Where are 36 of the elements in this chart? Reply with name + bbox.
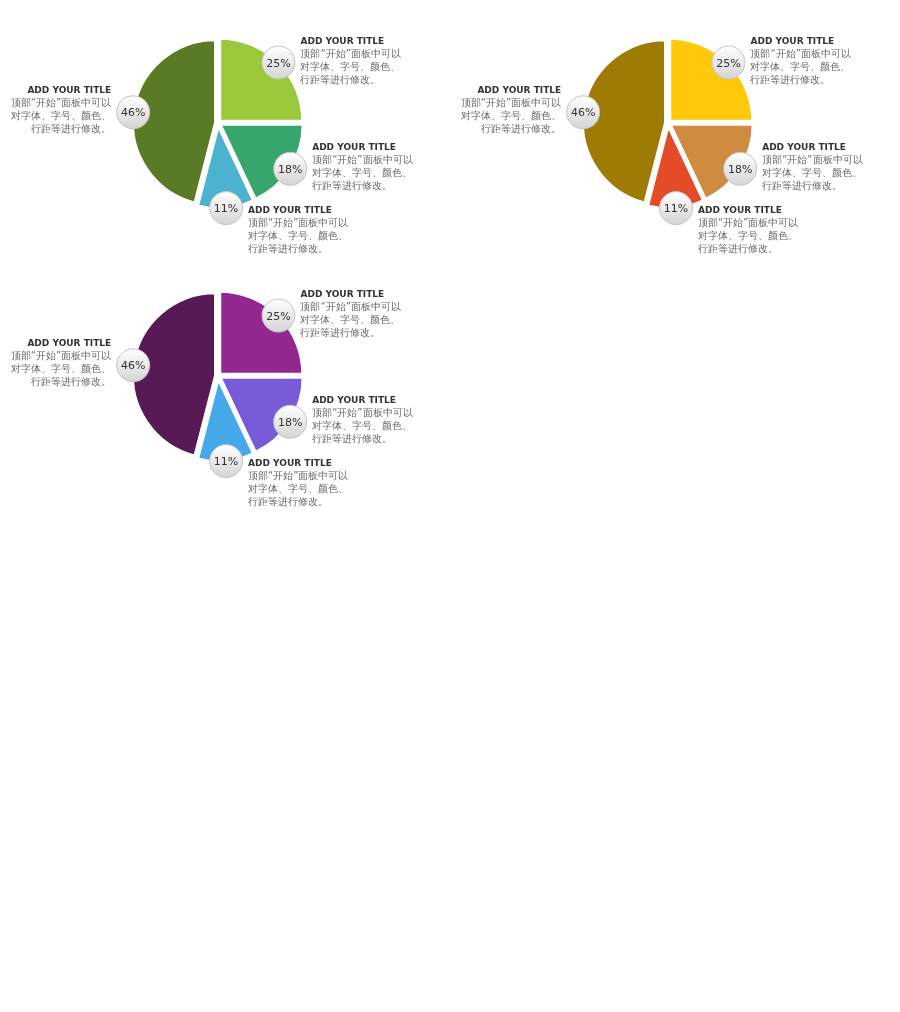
text: 顶部“开始”面板中可以对字体、字号、颜色、行距等进行修改。: [248, 469, 350, 509]
text: 顶部“开始”面板中可以对字体、字号、颜色、行距等进行修改。: [300, 46, 402, 86]
slice-label: ADD YOUR TITLE: [312, 140, 397, 153]
slice-label: ADD YOUR TITLE: [26, 337, 112, 350]
data-label: 46%: [120, 359, 146, 373]
data-label: 11%: [213, 455, 239, 469]
text: 顶部“开始”面板中可以对字体、字号、颜色、行距等进行修改。: [9, 96, 112, 136]
slice-label: ADD YOUR TITLE: [698, 204, 783, 217]
text: 顶部“开始”面板中可以对字体、字号、颜色、行距等进行修改。: [312, 405, 414, 445]
slice-label: ADD YOUR TITLE: [26, 84, 112, 97]
data-label: 25%: [716, 56, 741, 70]
text: 顶部“开始”面板中可以对字体、字号、颜色、行距等进行修改。: [750, 46, 852, 86]
text: 顶部“开始”面板中可以对字体、字号、颜色、行距等进行修改。: [762, 152, 864, 192]
text: 顶部“开始”面板中可以对字体、字号、颜色、行距等进行修改。: [312, 152, 414, 192]
data-label: 25%: [266, 309, 291, 323]
data-label: 46%: [120, 106, 146, 120]
data-label: 25%: [266, 56, 291, 70]
slice-label: ADD YOUR TITLE: [750, 34, 836, 47]
slice-label: ADD YOUR TITLE: [248, 204, 333, 217]
slice-label: ADD YOUR TITLE: [248, 457, 333, 470]
data-label: 18%: [277, 415, 303, 429]
data-label: 11%: [663, 202, 689, 216]
data-label: 11%: [213, 202, 239, 216]
text: 顶部“开始”面板中可以对字体、字号、颜色、行距等进行修改。: [300, 299, 402, 339]
slice-label: ADD YOUR TITLE: [300, 287, 386, 300]
slice-label: ADD YOUR TITLE: [312, 393, 397, 406]
data-label: 18%: [727, 162, 753, 176]
text: 顶部“开始”面板中可以对字体、字号、颜色、行距等进行修改。: [459, 96, 562, 136]
data-label: 18%: [277, 162, 303, 176]
text: 顶部“开始”面板中可以对字体、字号、颜色、行距等进行修改。: [9, 349, 112, 389]
slice-label: ADD YOUR TITLE: [476, 84, 562, 97]
data-label: 46%: [570, 106, 596, 120]
slice-label: ADD YOUR TITLE: [762, 140, 847, 153]
text: 顶部“开始”面板中可以对字体、字号、颜色、行距等进行修改。: [698, 216, 800, 256]
slice-label: ADD YOUR TITLE: [300, 34, 386, 47]
text: 顶部“开始”面板中可以对字体、字号、颜色、行距等进行修改。: [248, 216, 350, 256]
